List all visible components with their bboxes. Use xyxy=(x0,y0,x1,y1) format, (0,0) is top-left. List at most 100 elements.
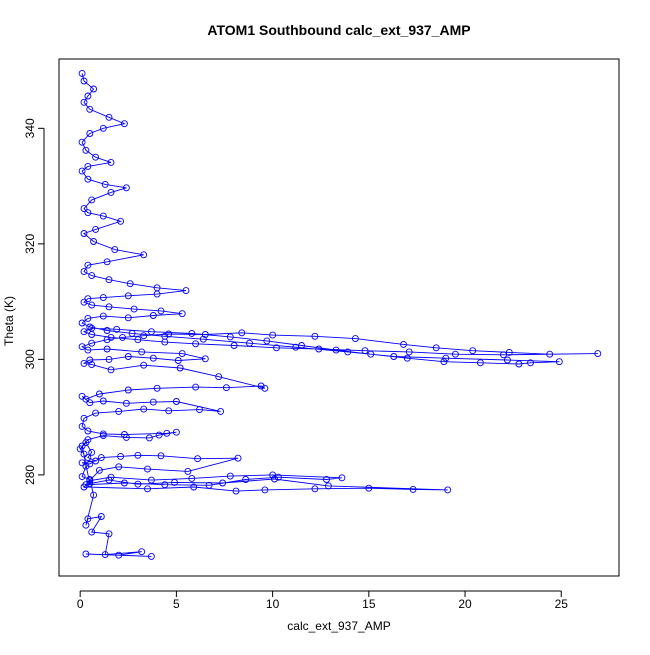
data-point xyxy=(95,390,103,398)
data-point xyxy=(476,359,484,367)
data-point xyxy=(84,162,92,170)
y-tick-label: 340 xyxy=(23,118,37,138)
data-point xyxy=(205,481,213,489)
data-point xyxy=(95,466,103,474)
data-point xyxy=(594,350,602,358)
data-point xyxy=(503,356,511,364)
data-point xyxy=(367,350,375,358)
data-point xyxy=(134,451,142,459)
data-point xyxy=(88,324,96,332)
data-point xyxy=(84,454,92,462)
data-point xyxy=(351,335,359,343)
y-tick-label: 320 xyxy=(23,234,37,254)
data-point xyxy=(119,333,126,341)
data-point xyxy=(86,480,94,488)
data-point xyxy=(80,328,88,336)
data-point xyxy=(149,398,157,406)
data-point xyxy=(182,287,190,295)
data-point xyxy=(161,481,169,489)
data-point xyxy=(84,346,92,354)
data-point xyxy=(78,459,86,467)
data-point xyxy=(120,431,128,438)
data-point xyxy=(84,515,92,523)
data-point xyxy=(315,345,323,353)
y-tick-label: 300 xyxy=(23,349,37,369)
data-point xyxy=(86,460,94,468)
data-point xyxy=(92,457,100,465)
data-point xyxy=(263,337,271,345)
data-point xyxy=(124,353,132,360)
data-point xyxy=(80,98,88,106)
data-point xyxy=(144,465,151,473)
data-point xyxy=(78,442,86,450)
data-point xyxy=(365,484,373,492)
data-point xyxy=(88,339,96,347)
x-tick-label: 0 xyxy=(77,597,84,611)
data-point xyxy=(332,346,340,354)
data-point xyxy=(230,342,238,349)
data-point xyxy=(138,548,146,556)
data-point xyxy=(403,354,411,362)
data-point xyxy=(163,429,171,437)
data-point xyxy=(99,312,107,320)
data-point xyxy=(84,427,92,435)
data-point xyxy=(226,472,234,480)
data-point xyxy=(124,386,132,394)
data-point xyxy=(222,384,230,392)
data-point xyxy=(122,399,130,407)
data-point xyxy=(92,409,100,417)
data-point xyxy=(140,251,148,259)
data-point xyxy=(469,347,477,355)
data-point xyxy=(140,405,148,413)
x-tick-label: 15 xyxy=(362,597,376,611)
data-point xyxy=(174,357,182,364)
data-point xyxy=(82,550,90,558)
chart-title: ATOM1 Southbound calc_ext_937_AMP xyxy=(207,22,470,38)
data-point xyxy=(107,366,115,374)
data-point xyxy=(117,452,125,460)
data-point xyxy=(261,384,269,392)
data-point xyxy=(80,230,88,237)
data-point xyxy=(192,383,200,391)
data-point xyxy=(111,246,119,254)
data-point xyxy=(128,329,136,337)
data-point xyxy=(115,551,123,559)
data-point xyxy=(80,298,88,306)
data-point xyxy=(105,303,113,311)
data-point xyxy=(124,292,132,300)
data-point xyxy=(92,225,100,233)
x-tick-label: 25 xyxy=(555,597,569,611)
data-point xyxy=(84,295,92,303)
data-point xyxy=(246,339,253,347)
data-point xyxy=(99,397,107,405)
data-point xyxy=(82,395,90,403)
data-point xyxy=(107,188,115,196)
data-point xyxy=(194,455,202,463)
y-tick-label: 280 xyxy=(23,465,37,485)
data-point xyxy=(103,258,111,266)
data-point xyxy=(99,212,107,220)
data-point xyxy=(390,353,398,360)
data-point xyxy=(82,146,90,154)
data-point xyxy=(86,323,94,331)
data-point xyxy=(78,69,86,77)
data-point xyxy=(140,332,148,340)
data-point xyxy=(84,209,92,217)
data-point xyxy=(90,85,98,93)
data-point xyxy=(78,343,86,351)
data-point xyxy=(172,428,180,436)
data-point xyxy=(90,491,98,499)
data-point xyxy=(292,343,300,351)
data-point xyxy=(90,238,98,245)
data-point xyxy=(190,483,198,491)
data-point xyxy=(126,280,134,288)
data-point xyxy=(117,217,125,225)
data-point xyxy=(107,333,115,341)
data-point xyxy=(101,551,109,559)
data-point xyxy=(103,336,111,344)
data-point xyxy=(86,477,94,485)
data-point xyxy=(84,436,92,444)
data-point xyxy=(188,474,196,482)
data-point xyxy=(99,124,107,132)
